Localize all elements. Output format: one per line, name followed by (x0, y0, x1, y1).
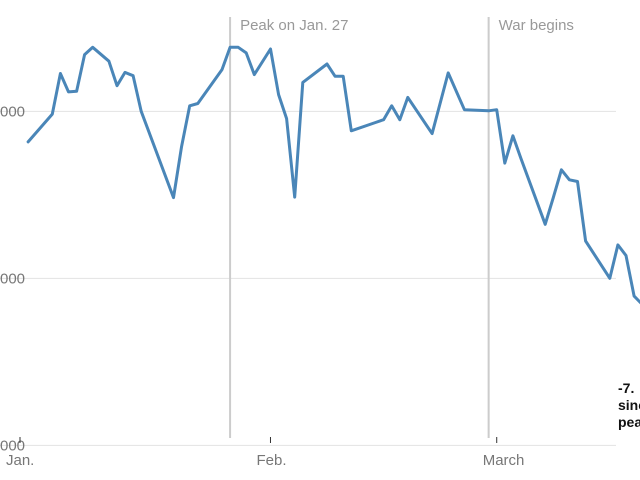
x-tick-label: March (483, 452, 525, 469)
y-tick-label: 000 (0, 270, 25, 287)
x-tick-label: Feb. (256, 452, 286, 469)
end-label: -7.sincpea (618, 380, 640, 430)
annotation-label: Peak on Jan. 27 (240, 17, 348, 34)
y-tick-label: 000 (0, 103, 25, 120)
annotation-label: War begins (499, 17, 574, 34)
end-label-line: pea (618, 414, 640, 430)
x-tick-label: Jan. (6, 452, 34, 469)
y-gridlines (0, 110, 616, 446)
y-tick-labels: 000 000 000 (0, 103, 25, 454)
end-label-line: sinc (618, 397, 640, 413)
annotations: Peak on Jan. 27 War begins (229, 17, 574, 438)
x-axis-ticks: Jan. Feb. March (6, 437, 524, 469)
series-line (26, 45, 640, 305)
end-label-line: -7. (618, 380, 634, 396)
y-tick-label: 000 (0, 437, 25, 454)
